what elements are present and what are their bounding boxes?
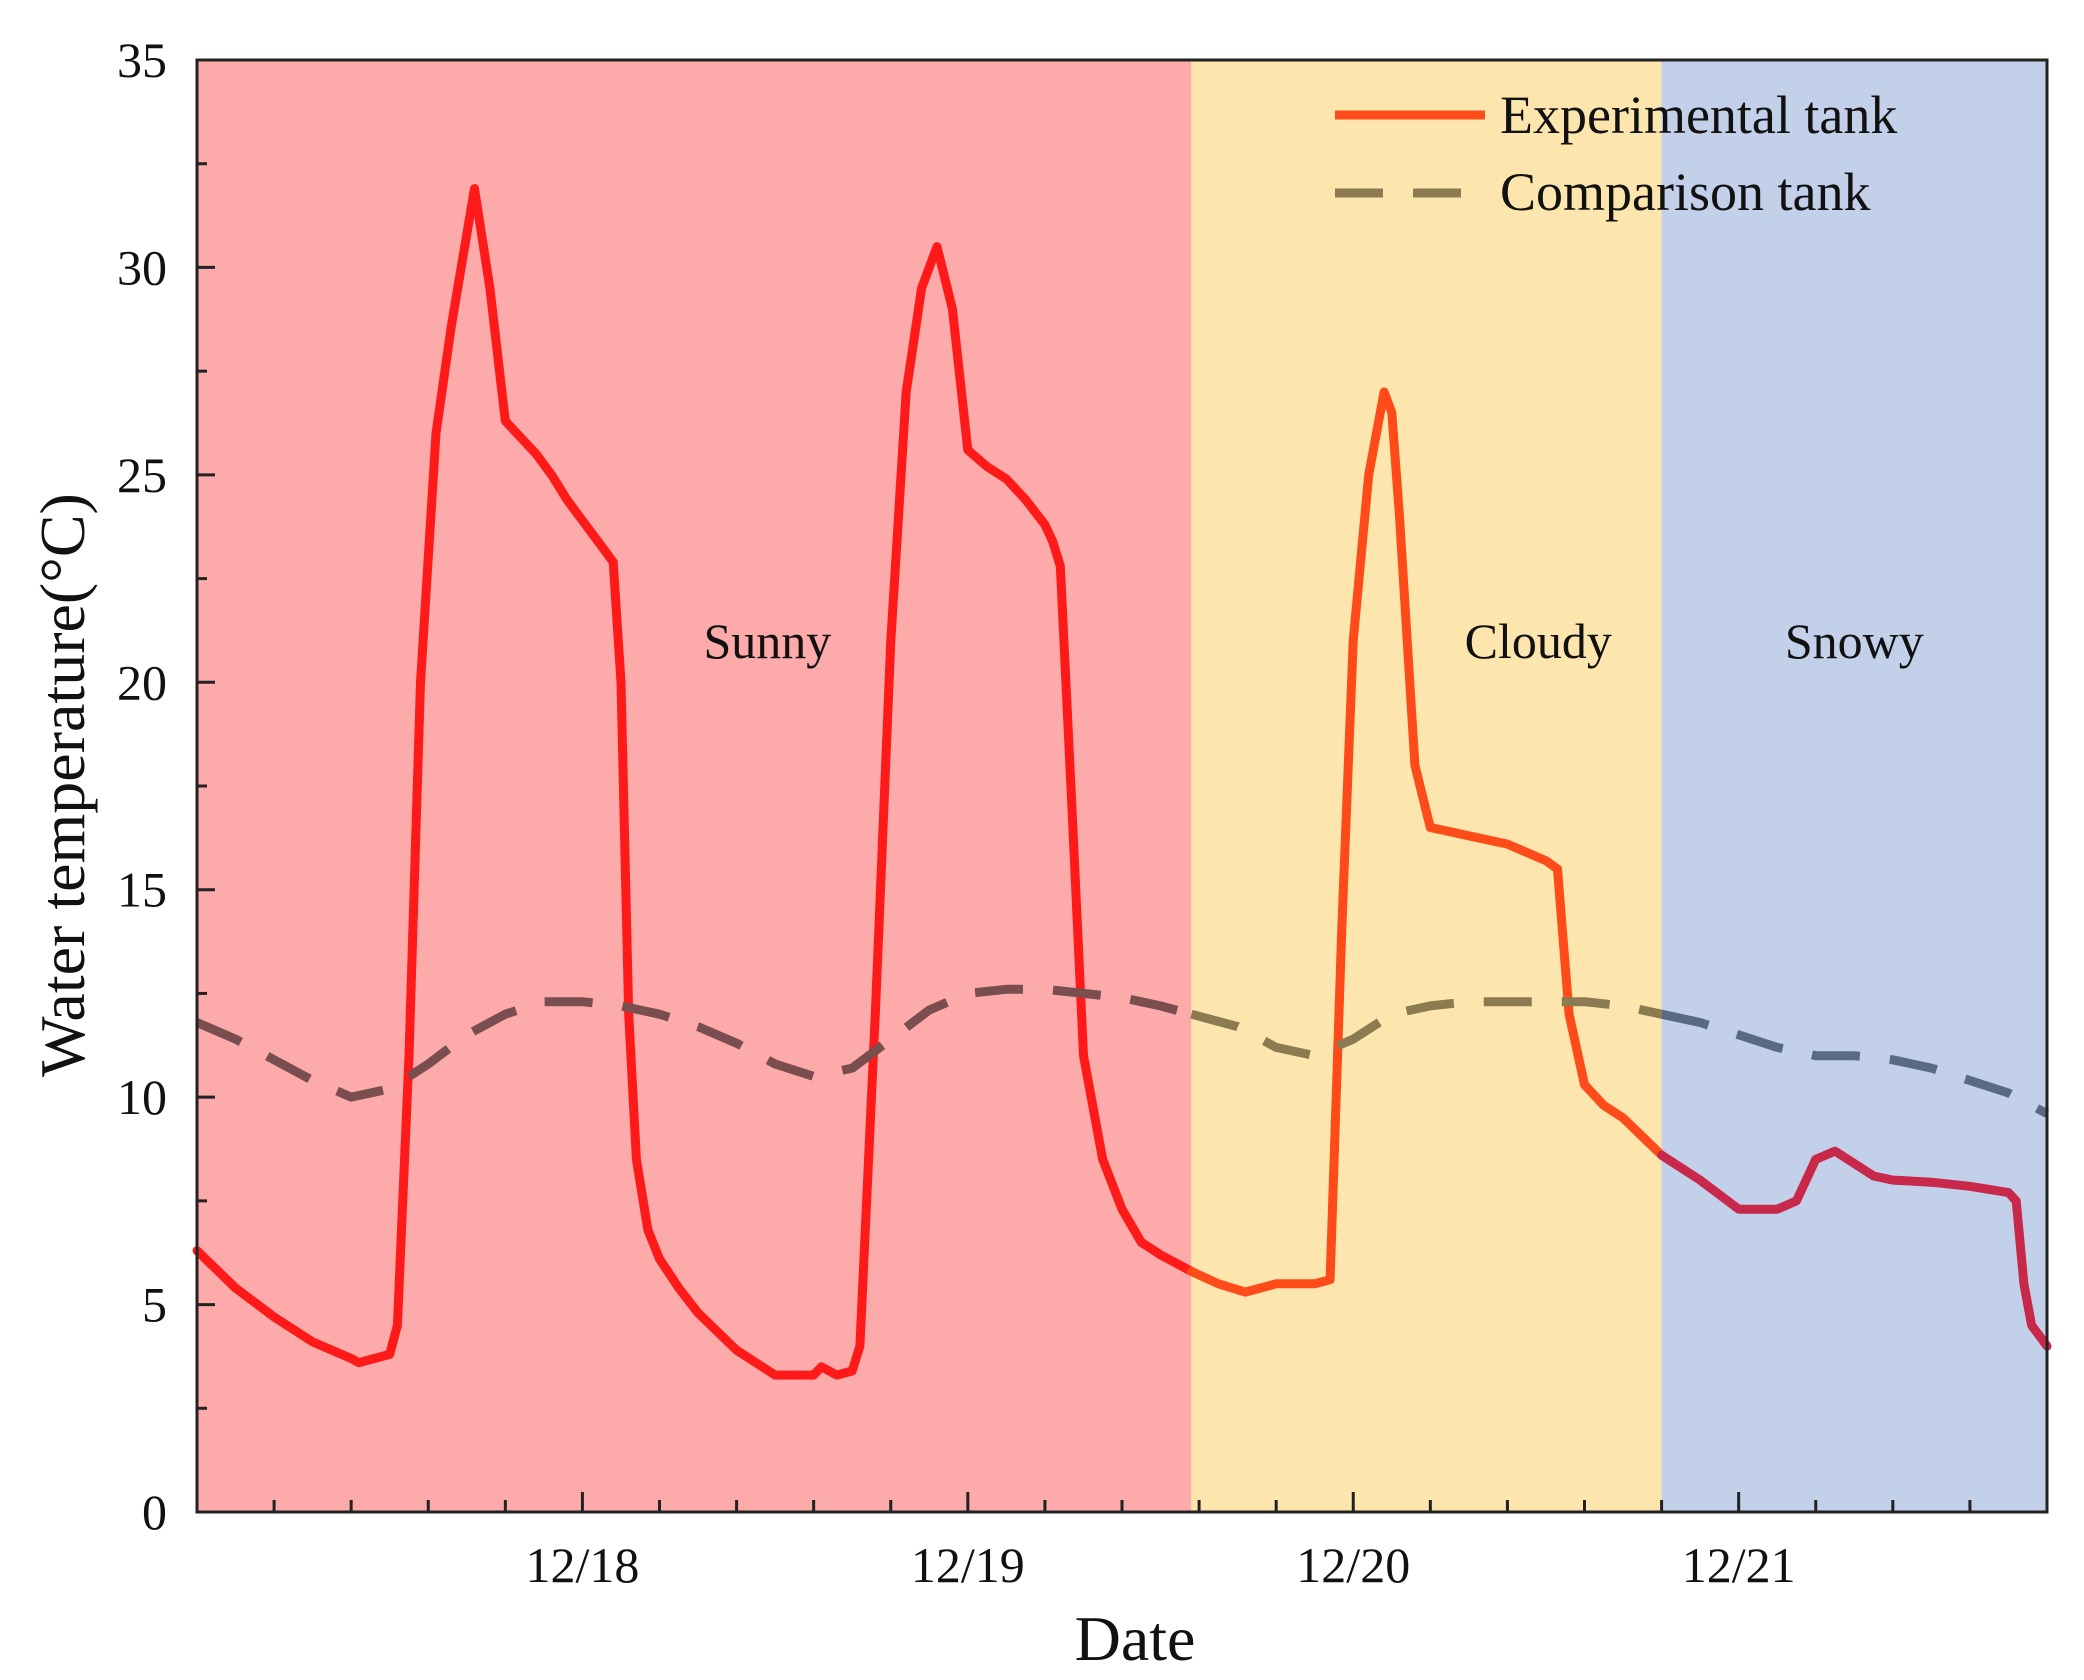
x-axis-title: Date: [1075, 1603, 1196, 1674]
series-line-comparison-seg1: [195, 984, 1193, 1102]
y-tick-labels: 0 5 10 15 20 25 30 35: [117, 32, 167, 1540]
x-tick-labels: 12/18 12/19 12/20 12/21: [525, 1537, 1795, 1593]
region-sunny: [197, 60, 1192, 1512]
axes: [195, 58, 2049, 1514]
y-tick-label: 20: [117, 654, 167, 710]
legend: Experimental tank Comparison tank: [1335, 85, 1897, 222]
y-tick-label: 5: [142, 1277, 167, 1333]
region-labels: Sunny Cloudy Snowy: [704, 613, 1924, 669]
region-label-cloudy: Cloudy: [1465, 613, 1612, 669]
legend-label-experimental: Experimental tank: [1500, 85, 1897, 145]
region-label-snowy: Snowy: [1785, 613, 1924, 669]
x-tick-label: 12/21: [1682, 1537, 1796, 1593]
region-label-sunny: Sunny: [704, 613, 832, 669]
x-tick-label: 12/18: [525, 1537, 639, 1593]
x-tick-label: 12/20: [1296, 1537, 1410, 1593]
series-line-experimental-seg3: [1657, 1146, 2052, 1351]
series-line-comparison-seg2: [1190, 997, 1663, 1061]
x-tick-label: 12/19: [911, 1537, 1025, 1593]
region-cloudy: [1191, 60, 1662, 1512]
series-lines: [192, 184, 2052, 1380]
series-line-experimental-seg1: [192, 184, 1196, 1380]
y-tick-label: 0: [142, 1484, 167, 1540]
y-axis-title: Water temperature(°C): [27, 493, 98, 1077]
y-tick-label: 10: [117, 1069, 167, 1125]
series-line-experimental-seg2: [1186, 387, 1667, 1297]
y-tick-label: 25: [117, 447, 167, 503]
y-tick-label: 35: [117, 32, 167, 88]
series-line-comparison-seg3: [1660, 1009, 2050, 1118]
weather-regions: [197, 60, 2047, 1512]
y-tick-label: 15: [117, 862, 167, 918]
region-snowy: [1661, 60, 2047, 1512]
y-tick-label: 30: [117, 239, 167, 295]
legend-label-comparison: Comparison tank: [1500, 162, 1870, 222]
